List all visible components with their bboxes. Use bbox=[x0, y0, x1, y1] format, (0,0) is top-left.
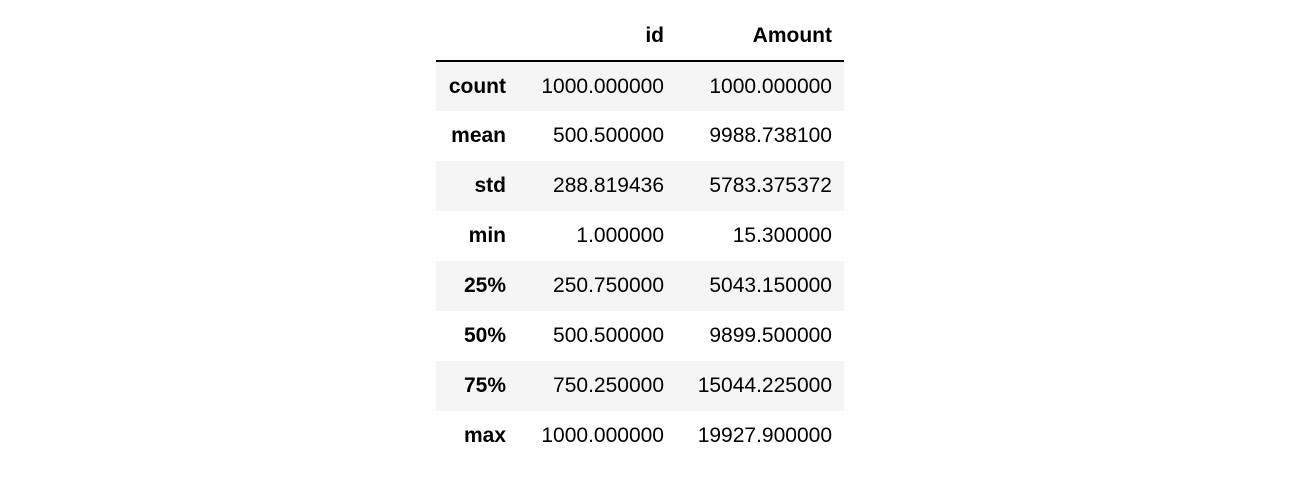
table-body: count 1000.000000 1000.000000 mean 500.5… bbox=[436, 61, 844, 461]
id-cell: 1000.000000 bbox=[541, 74, 664, 98]
row-label: std bbox=[474, 174, 507, 197]
summary-statistics-table: id Amount count 1000.000000 1000.000000 … bbox=[436, 11, 844, 461]
amount-cell: 15.300000 bbox=[732, 224, 832, 247]
amount-cell: 9899.500000 bbox=[709, 324, 832, 347]
id-cell: 288.819436 bbox=[553, 174, 664, 197]
id-cell: 1.000000 bbox=[576, 224, 664, 247]
describe-table-container: id Amount count 1000.000000 1000.000000 … bbox=[436, 11, 844, 461]
index-header bbox=[436, 11, 518, 62]
table-row: count 1000.000000 1000.000000 bbox=[436, 61, 844, 111]
row-label: 25% bbox=[463, 274, 506, 297]
amount-cell: 5043.150000 bbox=[709, 274, 832, 297]
table-row: 25% 250.750000 5043.150000 bbox=[436, 261, 844, 311]
table-header: id Amount bbox=[436, 11, 844, 62]
table-row: mean 500.500000 9988.738100 bbox=[436, 111, 844, 161]
id-cell: 500.500000 bbox=[553, 124, 664, 147]
id-cell: 500.500000 bbox=[553, 324, 664, 347]
id-cell: 750.250000 bbox=[553, 374, 664, 397]
table-row: 75% 750.250000 15044.225000 bbox=[436, 361, 844, 411]
row-label: count bbox=[448, 74, 506, 98]
table-row: min 1.000000 15.300000 bbox=[436, 211, 844, 261]
table-row: max 1000.000000 19927.900000 bbox=[436, 411, 844, 461]
row-label: min bbox=[468, 224, 506, 247]
amount-cell: 9988.738100 bbox=[709, 124, 832, 147]
amount-cell: 5783.375372 bbox=[709, 174, 832, 197]
amount-cell: 19927.900000 bbox=[697, 424, 832, 447]
row-label: mean bbox=[451, 124, 506, 147]
header-row: id Amount bbox=[436, 11, 844, 62]
id-cell: 1000.000000 bbox=[541, 424, 664, 447]
amount-cell: 1000.000000 bbox=[709, 74, 832, 98]
row-label: 75% bbox=[463, 374, 506, 397]
amount-cell: 15044.225000 bbox=[697, 374, 832, 397]
column-header-amount: Amount bbox=[676, 11, 844, 62]
row-label: max bbox=[463, 424, 506, 447]
column-header-id: id bbox=[518, 11, 676, 62]
table-row: std 288.819436 5783.375372 bbox=[436, 161, 844, 211]
id-cell: 250.750000 bbox=[553, 274, 664, 297]
row-label: 50% bbox=[463, 324, 506, 347]
table-row: 50% 500.500000 9899.500000 bbox=[436, 311, 844, 361]
